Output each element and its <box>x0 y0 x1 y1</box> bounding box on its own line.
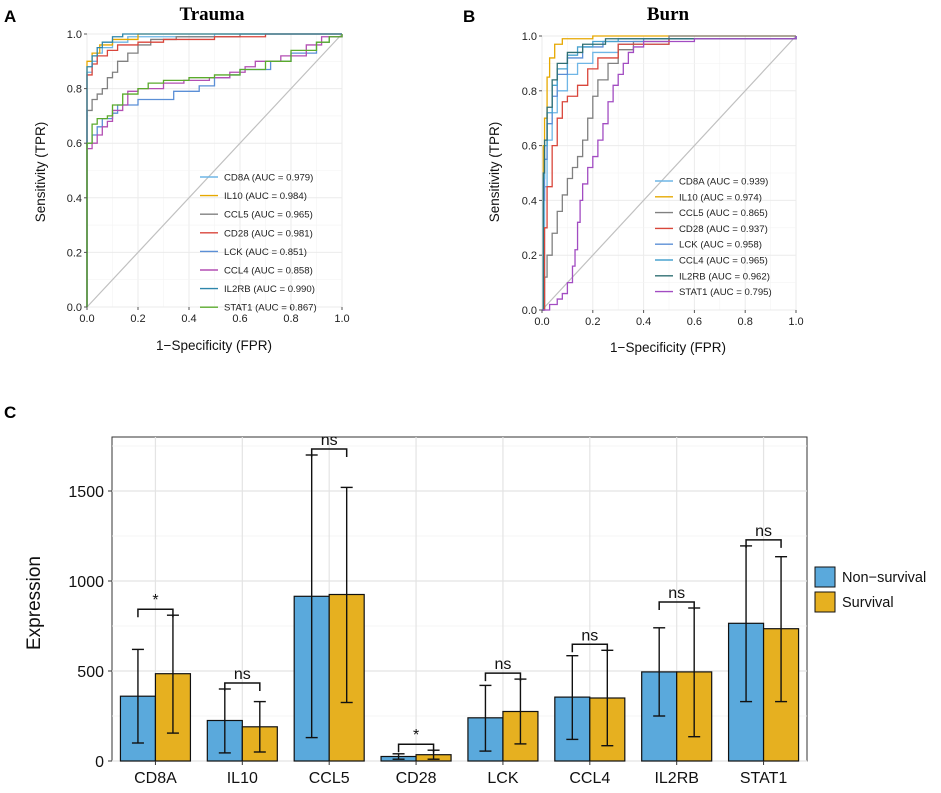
legend-label-trauma-stat1: STAT1 (AUC = 0.867) <box>224 303 317 314</box>
legend-label-burn-ccl4: CCL4 (AUC = 0.965) <box>679 256 768 267</box>
legend-label-burn-il2rb: IL2RB (AUC = 0.962) <box>679 271 770 282</box>
x-tick-label-trauma-1: 0.2 <box>130 313 145 325</box>
x-tick-label-ccl4: CCL4 <box>569 770 610 787</box>
significance-label-stat1: ns <box>755 523 772 540</box>
roc-chart-burn: Burn 1−Specificity (FPR) Sensitivity (TP… <box>487 4 804 355</box>
x-tick-label-burn-0: 0.0 <box>534 316 549 328</box>
x-tick-label-trauma-4: 0.8 <box>283 313 298 325</box>
legend-key-survival <box>814 591 836 613</box>
legend-label-trauma-lck: LCK (AUC = 0.851) <box>224 247 307 258</box>
legend-label-trauma-cd8a: CD8A (AUC = 0.979) <box>224 173 313 184</box>
x-tick-label-ccl5: CCL5 <box>309 770 350 787</box>
y-tick-label-expression-0: 0 <box>95 754 104 771</box>
significance-label-ccl5: ns <box>321 432 338 449</box>
x-tick-label-trauma-2: 0.4 <box>181 313 196 325</box>
significance-bracket-ccl5 <box>310 448 348 457</box>
roc-curve-burn-cd28 <box>542 36 797 311</box>
x-tick-label-trauma-5: 1.0 <box>334 313 349 325</box>
x-tick-label-burn-1: 0.2 <box>585 316 600 328</box>
x-tick-label-lck: LCK <box>487 770 518 787</box>
roc-curve-trauma-il10 <box>86 33 342 307</box>
legend-label-burn-ccl5: CCL5 (AUC = 0.865) <box>679 208 768 219</box>
chart-title-burn: Burn <box>647 4 690 25</box>
legend-label-survival: Survival <box>842 595 894 611</box>
legend-key-non-survival <box>814 566 836 588</box>
y-axis-label-trauma: Sensitivity (TPR) <box>33 122 48 223</box>
panel-label-a: A <box>4 7 16 26</box>
y-tick-label-burn-5: 1.0 <box>522 31 537 43</box>
y-tick-label-trauma-0: 0.0 <box>67 302 82 314</box>
significance-label-lck: ns <box>494 656 511 673</box>
legend-label-burn-stat1: STAT1 (AUC = 0.795) <box>679 287 772 298</box>
roc-curve-burn-stat1 <box>542 36 797 311</box>
roc-curve-trauma-il2rb <box>86 33 342 307</box>
x-tick-label-trauma-0: 0.0 <box>79 313 94 325</box>
diagonal-reference-burn <box>541 35 797 311</box>
y-tick-label-burn-3: 0.6 <box>522 141 537 153</box>
legend-label-trauma-ccl4: CCL4 (AUC = 0.858) <box>224 266 313 277</box>
x-tick-label-cd8a: CD8A <box>134 770 177 787</box>
diagonal-reference-trauma <box>86 33 343 308</box>
x-tick-label-cd28: CD28 <box>396 770 437 787</box>
y-tick-label-expression-1: 500 <box>77 664 104 681</box>
y-axis-label-expression: Expression <box>24 556 45 650</box>
significance-bracket-cd8a <box>137 608 174 618</box>
y-tick-label-expression-2: 1000 <box>68 574 104 591</box>
roc-curve-trauma-ccl4 <box>86 34 343 307</box>
x-tick-label-trauma-3: 0.6 <box>232 313 247 325</box>
y-tick-label-trauma-1: 0.2 <box>67 247 82 259</box>
legend-label-trauma-il2rb: IL2RB (AUC = 0.990) <box>224 284 315 295</box>
y-tick-label-burn-1: 0.2 <box>522 250 537 262</box>
y-tick-label-expression-3: 1500 <box>68 484 104 501</box>
legend-label-trauma-il10: IL10 (AUC = 0.984) <box>224 191 307 202</box>
roc-chart-trauma: Trauma 1−Specificity (FPR) Sensitivity (… <box>33 4 350 353</box>
significance-bracket-il10 <box>224 682 261 691</box>
x-tick-label-burn-5: 1.0 <box>788 316 803 328</box>
y-tick-label-trauma-2: 0.4 <box>67 193 82 205</box>
x-tick-label-il2rb: IL2RB <box>654 770 698 787</box>
legend-label-trauma-cd28: CD28 (AUC = 0.981) <box>224 228 313 239</box>
significance-label-ccl4: ns <box>581 627 598 644</box>
x-tick-label-burn-3: 0.6 <box>687 316 702 328</box>
chart-title-trauma: Trauma <box>179 4 245 25</box>
y-tick-label-trauma-5: 1.0 <box>67 29 82 41</box>
legend-label-burn-lck: LCK (AUC = 0.958) <box>679 240 762 251</box>
x-tick-label-burn-2: 0.4 <box>636 316 651 328</box>
panel-label-c: C <box>4 403 16 422</box>
roc-curve-trauma-stat1 <box>86 34 343 307</box>
x-tick-label-il10: IL10 <box>227 770 258 787</box>
y-tick-label-trauma-3: 0.6 <box>67 138 82 150</box>
significance-bracket-stat1 <box>745 539 782 548</box>
significance-label-cd28: * <box>413 727 419 744</box>
significance-label-cd8a: * <box>152 592 158 609</box>
significance-bracket-cd28 <box>397 743 435 753</box>
roc-curve-burn-il2rb <box>542 36 797 311</box>
y-axis-label-burn: Sensitivity (TPR) <box>487 122 502 223</box>
x-tick-label-burn-4: 0.8 <box>738 316 753 328</box>
panel-label-b: B <box>463 7 475 26</box>
legend-label-non-survival: Non−survival <box>842 570 926 586</box>
x-axis-label-burn: 1−Specificity (FPR) <box>610 340 726 355</box>
significance-bracket-il2rb <box>658 601 695 610</box>
x-tick-label-stat1: STAT1 <box>740 770 788 787</box>
y-tick-label-burn-2: 0.4 <box>522 195 537 207</box>
significance-bracket-lck <box>484 672 522 682</box>
legend-label-burn-cd8a: CD8A (AUC = 0.939) <box>679 177 768 188</box>
expression-bar-chart: Expression * ns ns * ns ns ns ns 0 500 1000 1500 CD8… <box>24 432 926 787</box>
legend-label-trauma-ccl5: CCL5 (AUC = 0.965) <box>224 210 313 221</box>
y-tick-label-burn-0: 0.0 <box>522 305 537 317</box>
significance-label-il2rb: ns <box>668 585 685 602</box>
legend-label-burn-cd28: CD28 (AUC = 0.937) <box>679 224 768 235</box>
significance-label-il10: ns <box>234 666 251 683</box>
significance-bracket-ccl4 <box>571 643 609 653</box>
roc-curve-trauma-lck <box>86 34 343 307</box>
legend-label-burn-il10: IL10 (AUC = 0.974) <box>679 192 762 203</box>
y-tick-label-trauma-4: 0.8 <box>67 84 82 96</box>
y-tick-label-burn-4: 0.8 <box>522 86 537 98</box>
x-axis-label-trauma: 1−Specificity (FPR) <box>156 338 272 353</box>
